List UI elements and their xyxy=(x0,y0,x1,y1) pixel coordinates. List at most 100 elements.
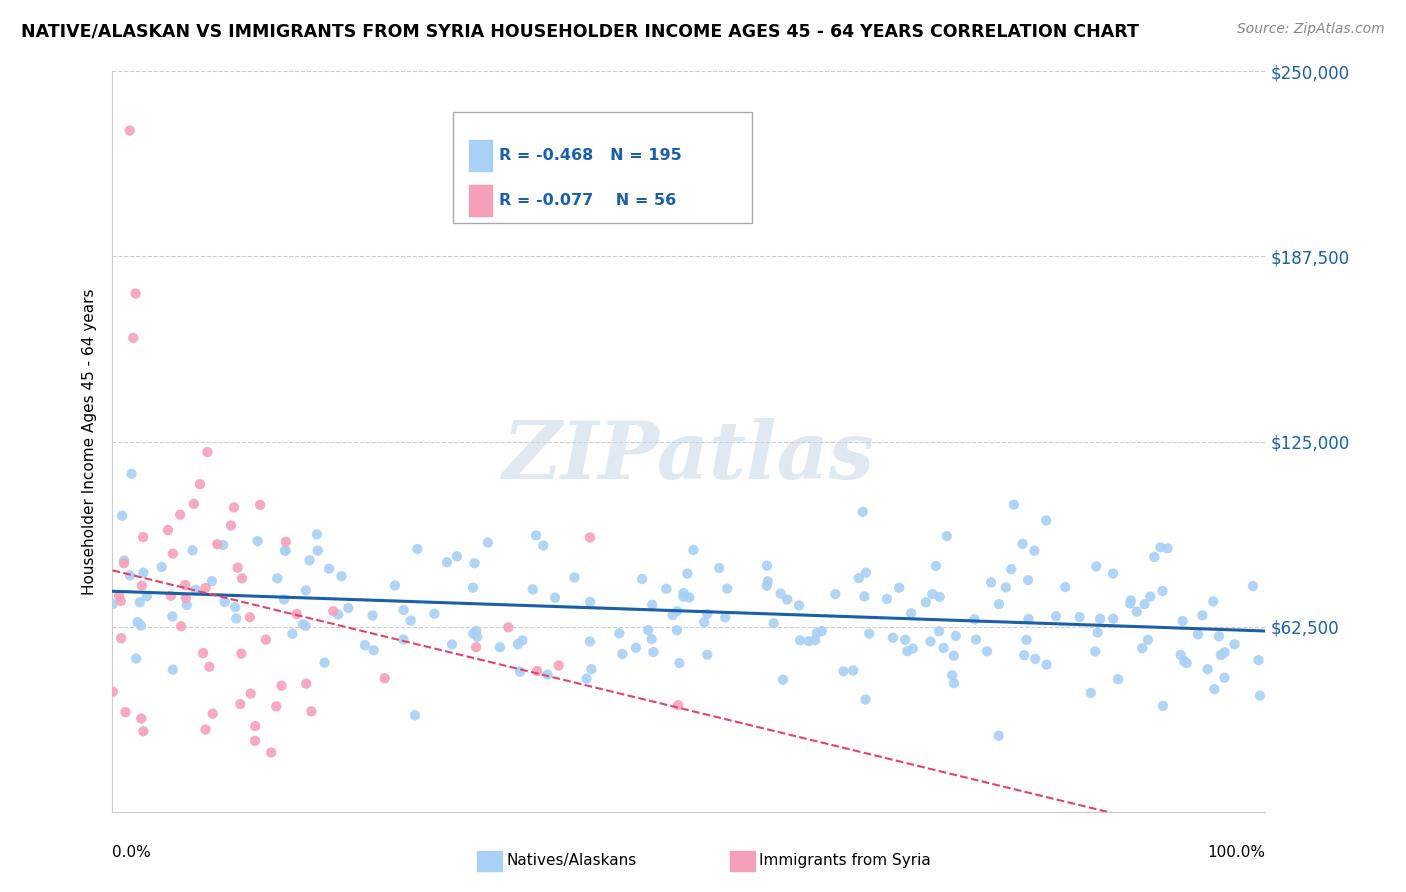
Point xyxy=(531,539,554,553)
Point xyxy=(824,587,846,601)
Point xyxy=(132,530,155,544)
Point xyxy=(506,637,529,651)
FancyBboxPatch shape xyxy=(468,186,492,217)
Point xyxy=(682,543,704,558)
Point xyxy=(762,616,785,631)
Point xyxy=(183,497,205,511)
Point xyxy=(945,629,967,643)
Point xyxy=(676,566,699,581)
Point xyxy=(1012,648,1035,663)
Point xyxy=(212,538,235,552)
Point xyxy=(858,626,880,640)
Point xyxy=(274,534,297,549)
Point xyxy=(1107,672,1129,686)
Point xyxy=(150,560,173,574)
Point xyxy=(361,608,384,623)
Text: R = -0.077    N = 56: R = -0.077 N = 56 xyxy=(499,194,676,208)
Point xyxy=(1175,656,1198,670)
Point xyxy=(769,587,792,601)
Point xyxy=(114,705,136,719)
Point xyxy=(285,607,308,621)
Point xyxy=(804,633,827,648)
Point xyxy=(322,604,344,618)
Point xyxy=(536,667,558,681)
Point xyxy=(716,582,738,596)
Point xyxy=(509,665,531,679)
Point xyxy=(1191,608,1213,623)
Text: ZIPatlas: ZIPatlas xyxy=(503,417,875,495)
Point xyxy=(575,672,598,686)
Point xyxy=(932,640,955,655)
Point xyxy=(224,600,246,615)
Point xyxy=(1069,610,1091,624)
Point xyxy=(295,583,318,598)
Point xyxy=(266,571,288,585)
Point xyxy=(693,615,716,630)
Point xyxy=(184,582,207,597)
Point xyxy=(1088,612,1111,626)
Point xyxy=(245,719,267,733)
Point xyxy=(170,619,193,633)
Point xyxy=(1187,627,1209,641)
Point xyxy=(489,640,512,655)
Point xyxy=(1173,654,1195,668)
Text: 0.0%: 0.0% xyxy=(112,845,152,860)
Point xyxy=(111,508,134,523)
Point xyxy=(976,644,998,658)
Point xyxy=(337,601,360,615)
Point xyxy=(1202,594,1225,608)
Point xyxy=(1213,645,1236,659)
Point xyxy=(1204,682,1226,697)
Point xyxy=(1045,609,1067,624)
Point xyxy=(305,527,328,541)
Point xyxy=(1119,593,1142,607)
Point xyxy=(1011,537,1033,551)
Point xyxy=(935,529,957,543)
Point xyxy=(1149,541,1171,555)
Point xyxy=(609,626,631,640)
Point xyxy=(477,535,499,549)
Point xyxy=(281,626,304,640)
Point xyxy=(1024,652,1046,666)
Point xyxy=(1133,597,1156,611)
Point xyxy=(1024,543,1046,558)
Point xyxy=(298,553,321,567)
Point xyxy=(243,733,266,747)
Point xyxy=(579,634,602,648)
Point xyxy=(787,599,810,613)
Point xyxy=(855,566,877,580)
Point xyxy=(1136,632,1159,647)
Point xyxy=(1139,590,1161,604)
Point xyxy=(122,331,145,345)
Point xyxy=(162,663,184,677)
Text: Immigrants from Syria: Immigrants from Syria xyxy=(759,854,931,868)
Point xyxy=(925,559,948,574)
Point xyxy=(132,724,155,739)
Point xyxy=(522,582,544,597)
Point xyxy=(191,646,214,660)
Point xyxy=(201,574,224,588)
Point xyxy=(672,586,695,600)
Point xyxy=(1119,597,1142,611)
Point xyxy=(465,630,488,644)
Point xyxy=(131,578,153,592)
Point xyxy=(446,549,468,564)
Point xyxy=(399,614,422,628)
Point xyxy=(665,624,688,638)
Point xyxy=(132,566,155,580)
Text: Source: ZipAtlas.com: Source: ZipAtlas.com xyxy=(1237,22,1385,37)
Point xyxy=(118,568,141,582)
Point xyxy=(188,477,211,491)
Point xyxy=(1130,641,1153,656)
Point xyxy=(914,595,936,609)
Point xyxy=(112,553,135,567)
Point xyxy=(853,590,876,604)
Point xyxy=(965,632,987,647)
Point xyxy=(1015,632,1038,647)
Point xyxy=(328,607,350,622)
Point xyxy=(1018,612,1040,626)
Point xyxy=(666,698,689,713)
Point xyxy=(928,590,950,604)
Point xyxy=(1084,644,1107,658)
Point xyxy=(637,623,659,637)
